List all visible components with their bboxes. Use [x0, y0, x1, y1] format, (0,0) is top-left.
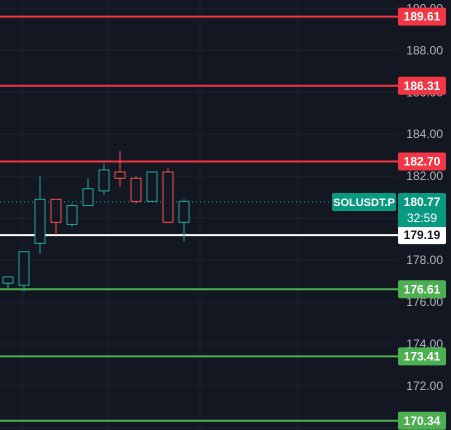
last-price-label: 180.77 [404, 195, 441, 209]
price-badges: 189.61 186.31 182.70 179.19 176.61 173.41 170.… [332, 7, 446, 430]
last-price-badge [398, 192, 446, 227]
candle-up [34, 198, 46, 244]
symbol-badge [332, 192, 396, 211]
level-badge [398, 411, 446, 430]
level-badge-label: 173.41 [404, 349, 441, 363]
level-badge [398, 76, 446, 95]
candle-up [178, 200, 190, 223]
candle-up [146, 171, 158, 202]
price-levels [0, 15, 398, 422]
y-tick-label: 182.00 [406, 169, 443, 183]
level-badge-label: 186.31 [404, 79, 441, 93]
candle-up [98, 169, 110, 192]
candle-down [162, 171, 174, 223]
y-tick-label: 184.00 [406, 127, 443, 141]
y-tick-label: 172.00 [406, 379, 443, 393]
level-badge-label: 189.61 [404, 10, 441, 24]
y-tick-label: 178.00 [406, 253, 443, 267]
candle-up [18, 251, 30, 286]
level-badge-label: 176.61 [404, 282, 441, 296]
level-badge-label: 170.34 [404, 414, 441, 428]
candle-down [130, 177, 142, 202]
y-tick-label: 188.00 [406, 43, 443, 57]
candle-up [82, 188, 94, 207]
candle-up [2, 276, 14, 284]
level-badge [398, 226, 446, 245]
y-tick-label: 176.00 [406, 295, 443, 309]
level-badge [398, 7, 446, 26]
candle-down [114, 171, 126, 179]
grid [0, 0, 398, 430]
level-badge-label: 182.70 [404, 155, 441, 169]
level-badge [398, 152, 446, 171]
candles [2, 151, 190, 292]
candle-down [50, 198, 62, 223]
symbol-label: SOLUSDT.P [333, 197, 395, 209]
level-badge [398, 280, 446, 299]
candle-up [66, 205, 78, 225]
level-badge-label: 179.19 [404, 228, 441, 242]
level-badge [398, 347, 446, 366]
countdown-label: 32:59 [407, 211, 437, 225]
